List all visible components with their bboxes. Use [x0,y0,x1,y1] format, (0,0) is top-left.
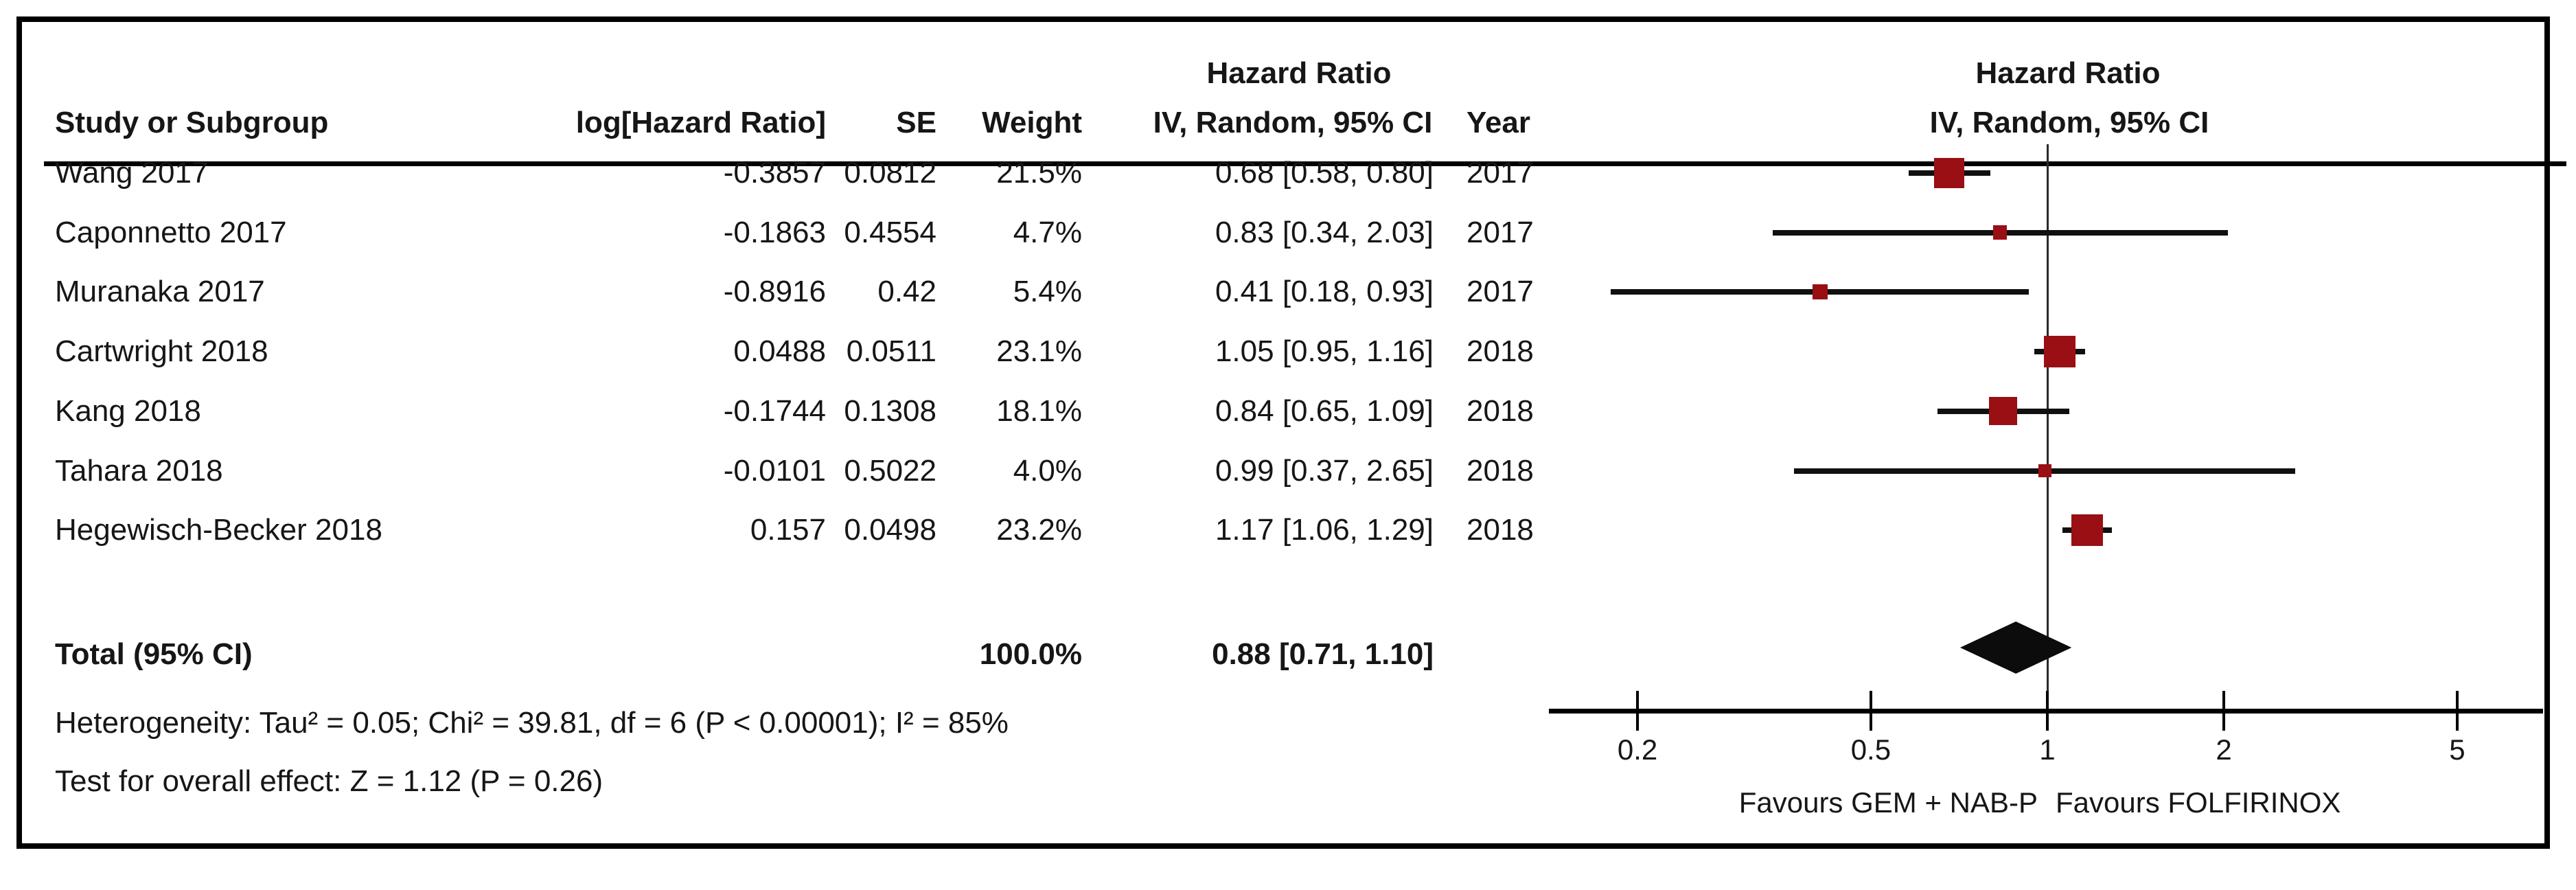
weight-value: 5.4% [1013,275,1082,309]
left-group-header: Hazard Ratio [1206,56,1392,90]
plot-frame: Hazard Ratio Hazard Ratio Study or Subgr… [16,16,2566,849]
ci-text-value: 1.05 [0.95, 1.16] [1215,334,1434,369]
col-header-study: Study or Subgroup [55,106,329,139]
total-ci-text: 0.88 [0.71, 1.10] [1212,637,1434,671]
se-value: 0.5022 [844,453,936,488]
ci-text-value: 0.41 [0.18, 0.93] [1215,275,1434,309]
se-value: 0.0511 [846,334,936,369]
log-hr-value: -0.3857 [723,156,826,190]
study-name: Muranaka 2017 [55,275,265,309]
ci-text-value: 0.83 [0.34, 2.03] [1215,215,1434,249]
total-diamond [1959,621,2072,674]
se-value: 0.1308 [844,393,936,428]
log-hr-value: -0.0101 [723,453,826,488]
heterogeneity-text: Heterogeneity: Tau² = 0.05; Chi² = 39.81… [55,706,1009,740]
axis-tick [2222,691,2226,731]
year-value: 2017 [1467,156,1534,190]
weight-value: 4.7% [1013,215,1082,249]
year-value: 2017 [1467,275,1534,309]
axis-tick-label: 2 [2216,733,2232,766]
se-value: 0.0498 [844,513,936,547]
col-header-weight: Weight [982,106,1082,139]
axis-tick-label: 0.5 [1850,733,1891,766]
col-header-loghr: log[Hazard Ratio] [575,106,826,139]
study-name: Kang 2018 [55,393,201,428]
effect-square [2071,514,2104,547]
se-value: 0.0812 [844,156,936,190]
study-name: Hegewisch-Becker 2018 [55,513,382,547]
se-value: 0.42 [877,275,936,309]
effect-square [1989,397,2017,426]
col-header-plot-ci: IV, Random, 95% CI [1929,106,2209,139]
col-header-year: Year [1467,106,1530,139]
year-value: 2017 [1467,215,1534,249]
study-name: Caponnetto 2017 [55,215,287,249]
favours-left-label: Favours GEM + NAB-P [1738,786,2038,819]
log-hr-value: 0.0488 [733,334,826,369]
total-weight: 100.0% [979,637,1082,671]
col-header-se: SE [896,106,936,139]
axis-tick [2455,691,2459,731]
total-label: Total (95% CI) [55,637,253,671]
axis-tick [1636,691,1640,731]
null-effect-line [2047,144,2049,712]
effect-square [1992,225,2008,240]
year-value: 2018 [1467,513,1534,547]
axis-tick-label: 5 [2449,733,2465,766]
study-name: Cartwright 2018 [55,334,268,369]
overall-effect-text: Test for overall effect: Z = 1.12 (P = 0… [55,764,603,798]
year-value: 2018 [1467,334,1534,369]
header-separator [44,161,2566,166]
weight-value: 21.5% [996,156,1082,190]
study-name: Tahara 2018 [55,453,223,488]
col-header-ci: IV, Random, 95% CI [1153,106,1433,139]
log-hr-value: -0.1744 [723,393,826,428]
se-value: 0.4554 [844,215,936,249]
ci-text-value: 0.84 [0.65, 1.09] [1215,393,1434,428]
favours-right-label: Favours FOLFIRINOX [2056,786,2341,819]
log-hr-value: 0.157 [750,513,826,547]
weight-value: 18.1% [996,393,1082,428]
axis-tick [2046,691,2049,731]
weight-value: 23.2% [996,513,1082,547]
year-value: 2018 [1467,453,1534,488]
axis-tick-label: 1 [2039,733,2056,766]
weight-value: 23.1% [996,334,1082,369]
ci-text-value: 0.99 [0.37, 2.65] [1215,453,1434,488]
ci-text-value: 1.17 [1.06, 1.29] [1215,513,1434,547]
ci-text-value: 0.68 [0.58, 0.80] [1215,156,1434,190]
axis-tick-label: 0.2 [1617,733,1658,766]
effect-square [2038,464,2051,478]
effect-square [1933,157,1965,189]
effect-square [1813,284,1828,300]
log-hr-value: -0.8916 [723,275,826,309]
weight-value: 4.0% [1013,453,1082,488]
study-name: Wang 2017 [55,156,209,190]
log-hr-value: -0.1863 [723,215,826,249]
year-value: 2018 [1467,393,1534,428]
effect-square [2044,336,2076,368]
right-group-header: Hazard Ratio [1975,56,2161,90]
axis-tick [1869,691,1872,731]
